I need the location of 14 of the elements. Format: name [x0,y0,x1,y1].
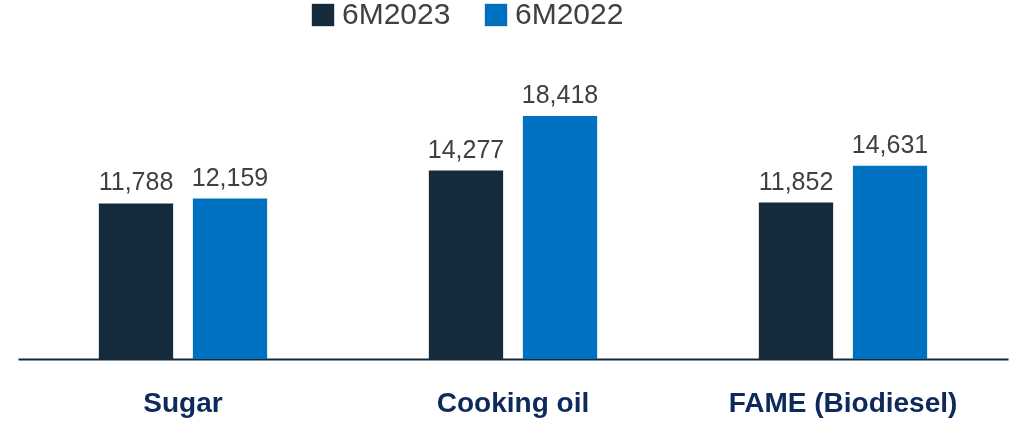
data-label: 11,852 [758,166,834,195]
data-label: 14,277 [427,134,505,163]
bar [522,115,598,359]
x-tick-label: FAME (Biodiesel) [728,386,958,418]
legend-label: 6M2023 [342,0,451,30]
bar [192,198,268,359]
bar [852,165,928,359]
legend-label: 6M2022 [515,0,624,30]
data-label: 11,788 [98,167,174,196]
x-tick-label: Sugar [143,386,223,418]
x-tick-label: Cooking oil [436,386,590,418]
data-label: 14,631 [851,129,929,158]
data-label: 12,159 [191,162,269,191]
data-label: 18,418 [521,79,599,108]
